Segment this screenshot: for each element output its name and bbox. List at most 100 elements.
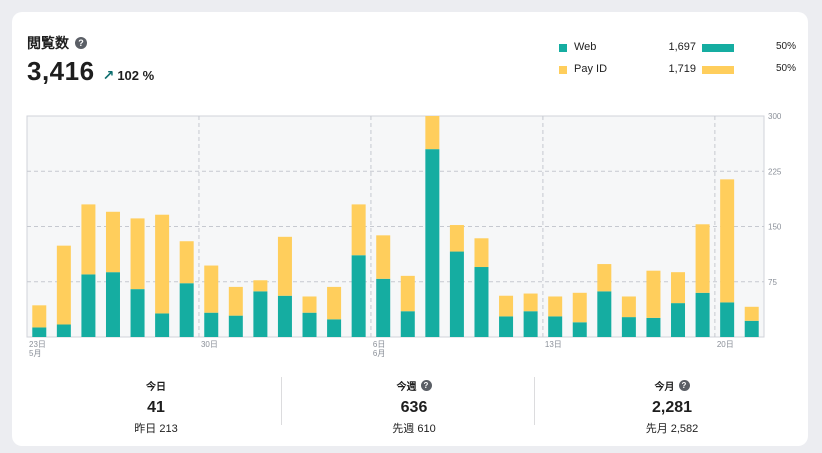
x-tick-label: 20日 — [717, 340, 734, 349]
bar-payid — [204, 265, 219, 313]
help-icon[interactable]: ? — [75, 37, 87, 49]
stat-this-month: 今月? 2,281 先月 2,582 — [543, 377, 801, 436]
bar-payid — [327, 286, 342, 320]
bar-payid — [548, 296, 563, 317]
stat-previous: 昨日 213 — [134, 423, 178, 435]
views-card: 閲覧数 ? 3,416 ↗ 102 % Web 1,697 50% Pay ID… — [12, 12, 808, 446]
bar-payid — [499, 295, 514, 317]
bar-payid — [155, 214, 170, 314]
legend-value: 1,697 — [668, 41, 696, 53]
bar-web — [179, 283, 194, 337]
legend-percent: 50% — [775, 41, 796, 52]
bar-payid — [130, 218, 145, 290]
bar-payid — [81, 204, 96, 275]
bar-payid — [744, 306, 759, 321]
stat-previous: 先週 610 — [392, 423, 436, 435]
bar-web — [523, 311, 538, 337]
stat-label-text: 今日 — [146, 382, 166, 393]
legend-swatch-web — [559, 44, 567, 52]
bar-payid — [474, 238, 489, 268]
bar-payid — [376, 235, 391, 279]
bar-web — [302, 312, 317, 337]
bar-payid — [572, 292, 587, 323]
bar-payid — [277, 236, 292, 296]
change-percent: 102 % — [117, 68, 155, 83]
bar-web — [277, 295, 292, 337]
bar-web — [204, 312, 219, 337]
bar-web — [621, 317, 636, 337]
x-tick-label: 6日 — [373, 340, 385, 349]
bar-payid — [695, 224, 710, 293]
stat-value: 636 — [400, 399, 428, 416]
y-tick-label: 150 — [768, 223, 782, 232]
bar-payid — [179, 241, 194, 284]
legend-item-web[interactable]: Web 1,697 50% — [556, 40, 796, 62]
bar-payid — [56, 245, 71, 325]
bar-web — [695, 292, 710, 337]
bar-payid — [646, 270, 661, 318]
bar-web — [105, 272, 120, 337]
bar-web — [351, 255, 366, 337]
bar-payid — [302, 296, 317, 313]
bar-web — [228, 315, 243, 337]
bar-web — [548, 316, 563, 337]
legend-percent: 50% — [775, 63, 796, 74]
x-tick-sublabel: 5月 — [29, 349, 41, 358]
x-tick-label: 13日 — [545, 340, 562, 349]
title-row: 閲覧数 ? — [27, 33, 87, 53]
legend-name: Web — [574, 41, 597, 53]
bar-payid — [105, 211, 120, 273]
bar-payid — [253, 280, 268, 292]
bar-web — [499, 316, 514, 337]
bar-web — [425, 149, 440, 337]
bar-web — [400, 311, 415, 337]
legend-swatch-payid — [559, 66, 567, 74]
bar-web — [744, 320, 759, 337]
stat-today: 今日 41 昨日 213 — [27, 377, 285, 436]
legend-share-bar-payid — [702, 66, 734, 74]
bar-payid — [671, 272, 686, 304]
legend: Web 1,697 50% Pay ID 1,719 50% — [556, 40, 796, 84]
y-tick-label: 300 — [768, 112, 782, 121]
stat-label: 今日 — [146, 379, 166, 393]
bar-payid — [523, 293, 538, 312]
bar-web — [449, 251, 464, 337]
stat-value: 41 — [147, 399, 165, 416]
bar-web — [376, 278, 391, 337]
y-tick-label: 225 — [768, 167, 782, 176]
bar-payid — [400, 275, 415, 312]
help-icon[interactable]: ? — [420, 380, 432, 391]
stat-this-week: 今週? 636 先週 610 — [285, 377, 543, 436]
divider — [281, 377, 282, 425]
bar-web — [56, 324, 71, 337]
change-indicator: ↗ 102 % — [103, 67, 155, 84]
divider — [534, 377, 535, 425]
legend-name: Pay ID — [574, 63, 608, 75]
stat-label: 今月? — [655, 379, 690, 393]
stat-value: 2,281 — [651, 399, 693, 416]
stats-row: 今日 41 昨日 213 今週? 636 先週 610 今月? 2,281 先月… — [27, 377, 801, 439]
bar-web — [253, 291, 268, 337]
x-tick-sublabel: 6月 — [373, 349, 385, 358]
bar-web — [155, 313, 170, 337]
bar-payid — [720, 179, 735, 303]
bar-web — [327, 319, 342, 337]
bar-web — [572, 322, 587, 337]
x-tick-label: 23日 — [29, 340, 46, 349]
bar-web — [671, 303, 686, 337]
bar-payid — [228, 286, 243, 316]
total-views: 3,416 — [27, 56, 95, 86]
help-icon[interactable]: ? — [678, 380, 690, 391]
bar-web — [130, 289, 145, 337]
bar-payid — [32, 305, 47, 328]
bar-web — [597, 291, 612, 337]
legend-item-payid[interactable]: Pay ID 1,719 50% — [556, 62, 796, 84]
stat-label-text: 今月 — [654, 382, 675, 393]
x-tick-label: 30日 — [201, 340, 218, 349]
bar-payid — [351, 204, 366, 256]
bar-payid — [621, 296, 636, 318]
bar-payid — [425, 116, 440, 150]
arrow-up-right-icon: ↗ — [102, 67, 115, 83]
bar-payid — [449, 225, 464, 252]
